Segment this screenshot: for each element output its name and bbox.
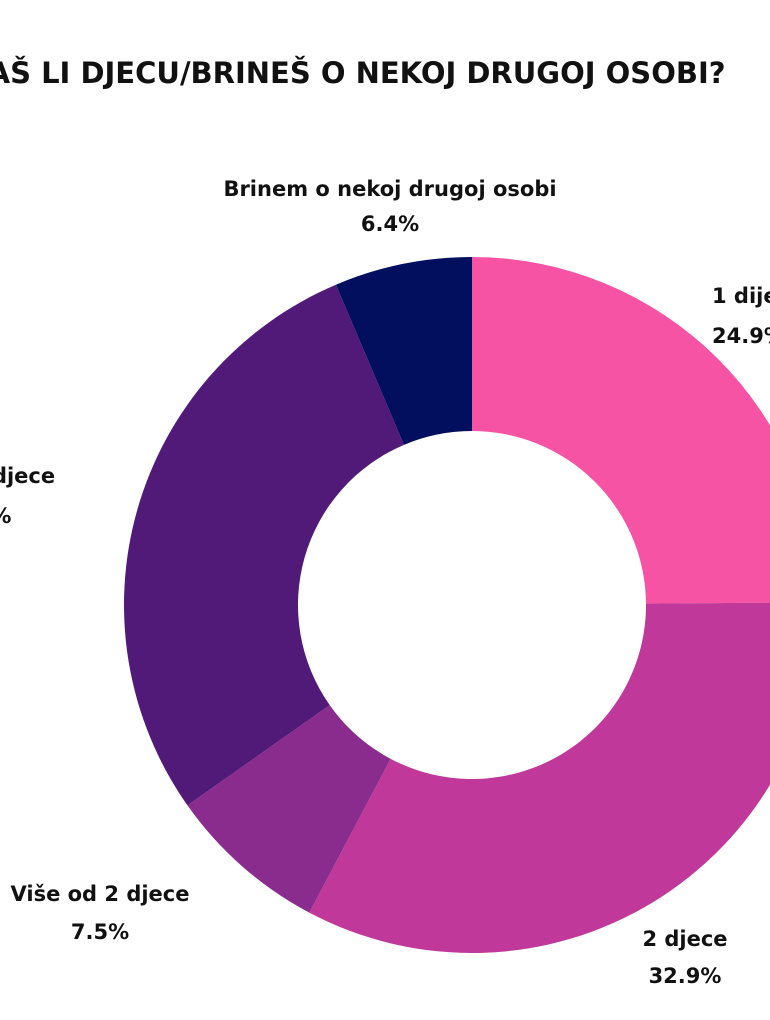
slice-value: 6.4% [361,212,419,236]
slice-label: Nemam djece [0,464,55,488]
donut-slice [123,284,404,806]
slice-value: 32.9% [649,964,722,988]
slice-label: 2 djece [642,927,727,951]
slice-value: 28.4% [0,504,11,528]
chart-title: IMAŠ LI DJECU/BRINEŠ O NEKOJ DRUGOJ OSOB… [0,56,726,90]
donut-slice [187,705,391,913]
slice-label: 1 dijete [712,284,770,308]
slice-value: 7.5% [71,920,129,944]
donut-slice [309,602,770,953]
slice-label: Brinem o nekoj drugoj osobi [223,177,556,201]
slice-label: Više od 2 djece [11,882,190,906]
slice-value: 24.9% [712,324,770,348]
donut-slice [472,257,770,604]
donut-slice [335,257,472,445]
